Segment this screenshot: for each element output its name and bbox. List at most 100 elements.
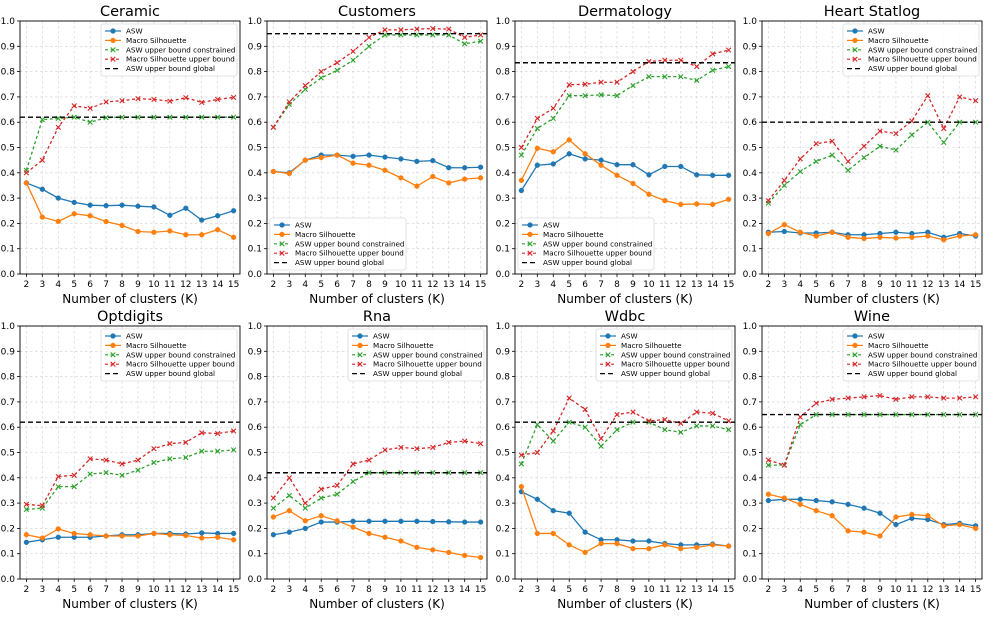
y-tick-label: 0.1 [1, 245, 15, 255]
series-asw-point [230, 208, 237, 214]
x-tick-label: 13 [691, 280, 702, 290]
series-macro-silhouette-upper-bound-point [781, 177, 788, 184]
series-macro-silhouette-point [87, 532, 93, 538]
series-macro-silhouette-point [630, 545, 636, 552]
series-asw-upper-bound-constrained-point [956, 119, 963, 125]
series-macro-silhouette-point [215, 227, 221, 233]
legend-macro-silhouette-label: Macro Silhouette [373, 341, 434, 350]
series-asw-upper-bound-constrained-point [845, 167, 851, 173]
legend-asw-label: ASW [126, 332, 143, 341]
legend-box [842, 23, 980, 77]
series-asw-upper-bound-constrained-point [270, 505, 277, 511]
series-macro-silhouette-point [446, 549, 452, 556]
series-asw-upper-bound-constrained-point [877, 411, 883, 418]
series-macro-silhouette-upper-bound-point [630, 68, 636, 75]
y-tick-label: 0.5 [496, 144, 510, 154]
x-tick-label: 9 [630, 585, 636, 595]
series-asw-upper-bound-constrained-point [678, 73, 684, 80]
y-tick-label: 0.2 [248, 524, 262, 534]
chart-title: Heart Statlog [824, 4, 921, 20]
series-macro-silhouette-upper-bound-point [167, 98, 173, 104]
series-macro-silhouette-point [55, 218, 61, 225]
series-asw-upper-bound-constrained-point [861, 154, 867, 161]
legend-asw-marker [852, 333, 858, 339]
x-tick-label: 3 [781, 280, 787, 290]
chart-title: Dermatology [578, 4, 672, 20]
chart-panel-ceramic: 0.0 0.1 0.2 0.3 0.4 0.5 0.6 0.7 0.8 0.9 1.0 2 3 4 5 6 7 8… [1, 4, 241, 306]
series-macro-silhouette-point [230, 537, 237, 543]
x-tick-label: 7 [103, 280, 109, 290]
x-tick-label: 12 [180, 585, 191, 595]
series-macro-silhouette-point [151, 229, 157, 235]
legend-macro-silhouette-marker [852, 342, 858, 349]
series-macro-silhouette-upper-bound-point [566, 82, 572, 88]
legend-asw-label: ASW [543, 221, 560, 230]
series-asw-point [646, 172, 652, 178]
series-macro-silhouette-upper-bound-point [893, 130, 899, 137]
series-macro-silhouette-point [845, 234, 851, 240]
series-asw-upper-bound-constrained-point [582, 424, 588, 430]
series-macro-silhouette-upper-bound-point [446, 26, 452, 32]
y-tick-label: 0.8 [743, 68, 758, 78]
x-tick-label: 7 [845, 585, 851, 595]
series-macro-silhouette-point [678, 545, 684, 552]
series-asw-upper-bound-constrained-line [520, 65, 729, 156]
series-macro-silhouette-point [725, 196, 732, 203]
series-macro-silhouette-point [662, 542, 668, 548]
x-tick-label: 2 [519, 585, 525, 595]
series-asw-upper-bound-constrained-point [55, 483, 61, 490]
series-macro-silhouette-upper-bound-point [909, 394, 915, 400]
legend-macro-silhouette-upper-bound-label: Macro Silhouette upper bound [295, 249, 404, 258]
legend-box [100, 23, 238, 77]
chart-panel-optdigits: 0.0 0.1 0.2 0.3 0.4 0.5 0.6 0.7 0.8 0.9 1.0 2 3 4 5 6 7 8… [1, 309, 241, 611]
series-macro-silhouette-upper-bound-point [366, 457, 372, 463]
series-macro-silhouette-upper-bound-point [87, 105, 93, 111]
series-macro-silhouette-point [614, 540, 620, 547]
x-tick-label: 3 [39, 585, 45, 595]
legend-macro-silhouette-upper-bound-marker [110, 56, 116, 62]
series-macro-silhouette-point [813, 508, 819, 514]
series-asw-upper-bound-constrained-point [518, 152, 525, 158]
legend-asw-marker [605, 333, 611, 339]
series-macro-silhouette-line [768, 493, 976, 537]
series-macro-silhouette-point [350, 160, 356, 166]
series-macro-silhouette-point [382, 167, 388, 173]
y-tick-label: 0.4 [1, 474, 16, 484]
y-tick-label: 0.3 [743, 499, 757, 509]
legend-macro-silhouette-marker [605, 342, 611, 349]
series-asw-point [366, 152, 372, 158]
legend-macro-silhouette-marker [527, 231, 533, 238]
legend-asw-upper-bound-global-label: ASW upper bound global [868, 369, 957, 378]
series-macro-silhouette-point [534, 145, 540, 151]
series-macro-silhouette-point [829, 229, 835, 235]
series-macro-silhouette-point [877, 234, 883, 240]
series-asw-point [366, 518, 372, 524]
y-tick-label: 0.2 [248, 219, 262, 229]
series-macro-silhouette-point [414, 183, 420, 189]
series-asw-point [462, 165, 468, 171]
series-macro-silhouette-upper-bound-point [214, 96, 221, 103]
y-tick-label: 0.6 [248, 423, 263, 433]
series-macro-silhouette-upper-bound-point [119, 461, 125, 467]
series-macro-silhouette-upper-bound-point [183, 439, 189, 446]
y-tick-label: 1.0 [743, 17, 758, 27]
x-tick-label: 7 [598, 280, 604, 290]
series-macro-silhouette-upper-bound-point [461, 438, 468, 444]
legend-macro-silhouette-marker [852, 37, 858, 44]
x-tick-label: 14 [954, 280, 966, 290]
x-tick-label: 2 [519, 280, 525, 290]
series-macro-silhouette-upper-bound-point [845, 158, 851, 165]
series-asw-point [23, 539, 30, 545]
y-tick-label: 0.0 [1, 270, 16, 280]
series-asw-upper-bound-constrained-point [135, 114, 141, 120]
x-tick-label: 5 [71, 585, 77, 595]
series-macro-silhouette-point [430, 547, 436, 553]
series-asw-upper-bound-constrained-point [797, 168, 803, 175]
chart-panel-rna: 0.0 0.1 0.2 0.3 0.4 0.5 0.6 0.7 0.8 0.9 1.0 2 3 4 5 6 7 8… [248, 309, 488, 611]
legend-asw-upper-bound-global-label: ASW upper bound global [295, 258, 384, 267]
series-macro-silhouette-point [813, 233, 819, 239]
series-asw-upper-bound-constrained-point [103, 114, 109, 121]
series-macro-silhouette-upper-bound-point [318, 68, 324, 75]
x-tick-label: 5 [566, 585, 572, 595]
series-macro-silhouette-point [398, 538, 404, 544]
